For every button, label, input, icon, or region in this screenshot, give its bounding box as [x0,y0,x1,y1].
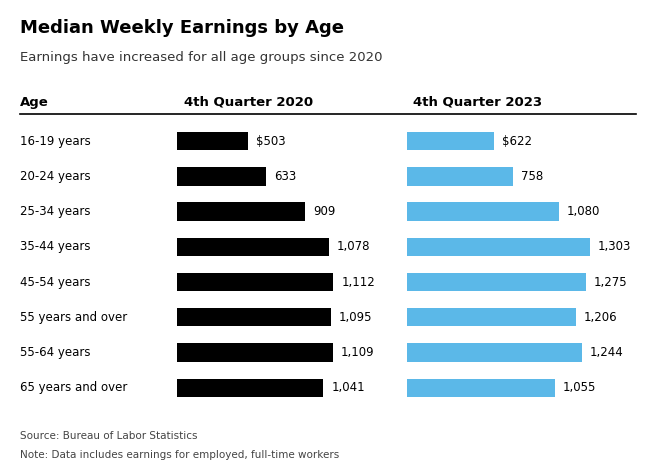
Text: 1,206: 1,206 [584,311,618,324]
Text: $503: $503 [256,135,285,148]
Bar [177,202,305,221]
Text: 20-24 years: 20-24 years [20,170,91,183]
Text: 1,095: 1,095 [339,311,373,324]
Bar [177,273,333,291]
Bar [177,343,333,362]
Bar [177,379,323,397]
Text: 35-44 years: 35-44 years [20,240,90,254]
Bar [177,308,331,327]
Bar [407,167,513,185]
Text: 633: 633 [274,170,297,183]
Text: Note: Data includes earnings for employed, full-time workers: Note: Data includes earnings for employe… [20,450,339,459]
Bar [407,308,576,327]
Bar [407,273,586,291]
Bar [177,132,248,150]
Text: 1,303: 1,303 [598,240,631,254]
Bar [407,238,590,256]
Text: 1,244: 1,244 [590,346,623,359]
Text: 1,275: 1,275 [594,275,627,288]
Text: $622: $622 [502,135,532,148]
Bar [407,343,582,362]
Text: 1,041: 1,041 [331,381,365,394]
Text: 1,080: 1,080 [566,205,600,218]
Text: 758: 758 [521,170,543,183]
Text: Median Weekly Earnings by Age: Median Weekly Earnings by Age [20,19,344,37]
Bar [407,202,558,221]
Text: 16-19 years: 16-19 years [20,135,91,148]
Text: 1,109: 1,109 [341,346,375,359]
Text: Source: Bureau of Labor Statistics: Source: Bureau of Labor Statistics [20,431,197,441]
Text: 4th Quarter 2020: 4th Quarter 2020 [184,96,313,109]
Text: 1,112: 1,112 [341,275,375,288]
Text: 1,078: 1,078 [337,240,370,254]
Text: 1,055: 1,055 [563,381,596,394]
Bar [407,379,555,397]
Bar [177,238,329,256]
Text: 4th Quarter 2023: 4th Quarter 2023 [413,96,543,109]
Text: 55 years and over: 55 years and over [20,311,127,324]
Text: 25-34 years: 25-34 years [20,205,90,218]
Bar [407,132,494,150]
Text: 65 years and over: 65 years and over [20,381,127,394]
Text: 55-64 years: 55-64 years [20,346,90,359]
Text: 45-54 years: 45-54 years [20,275,90,288]
Bar [177,167,266,185]
Text: Age: Age [20,96,49,109]
Text: 909: 909 [313,205,335,218]
Text: Earnings have increased for all age groups since 2020: Earnings have increased for all age grou… [20,51,382,64]
